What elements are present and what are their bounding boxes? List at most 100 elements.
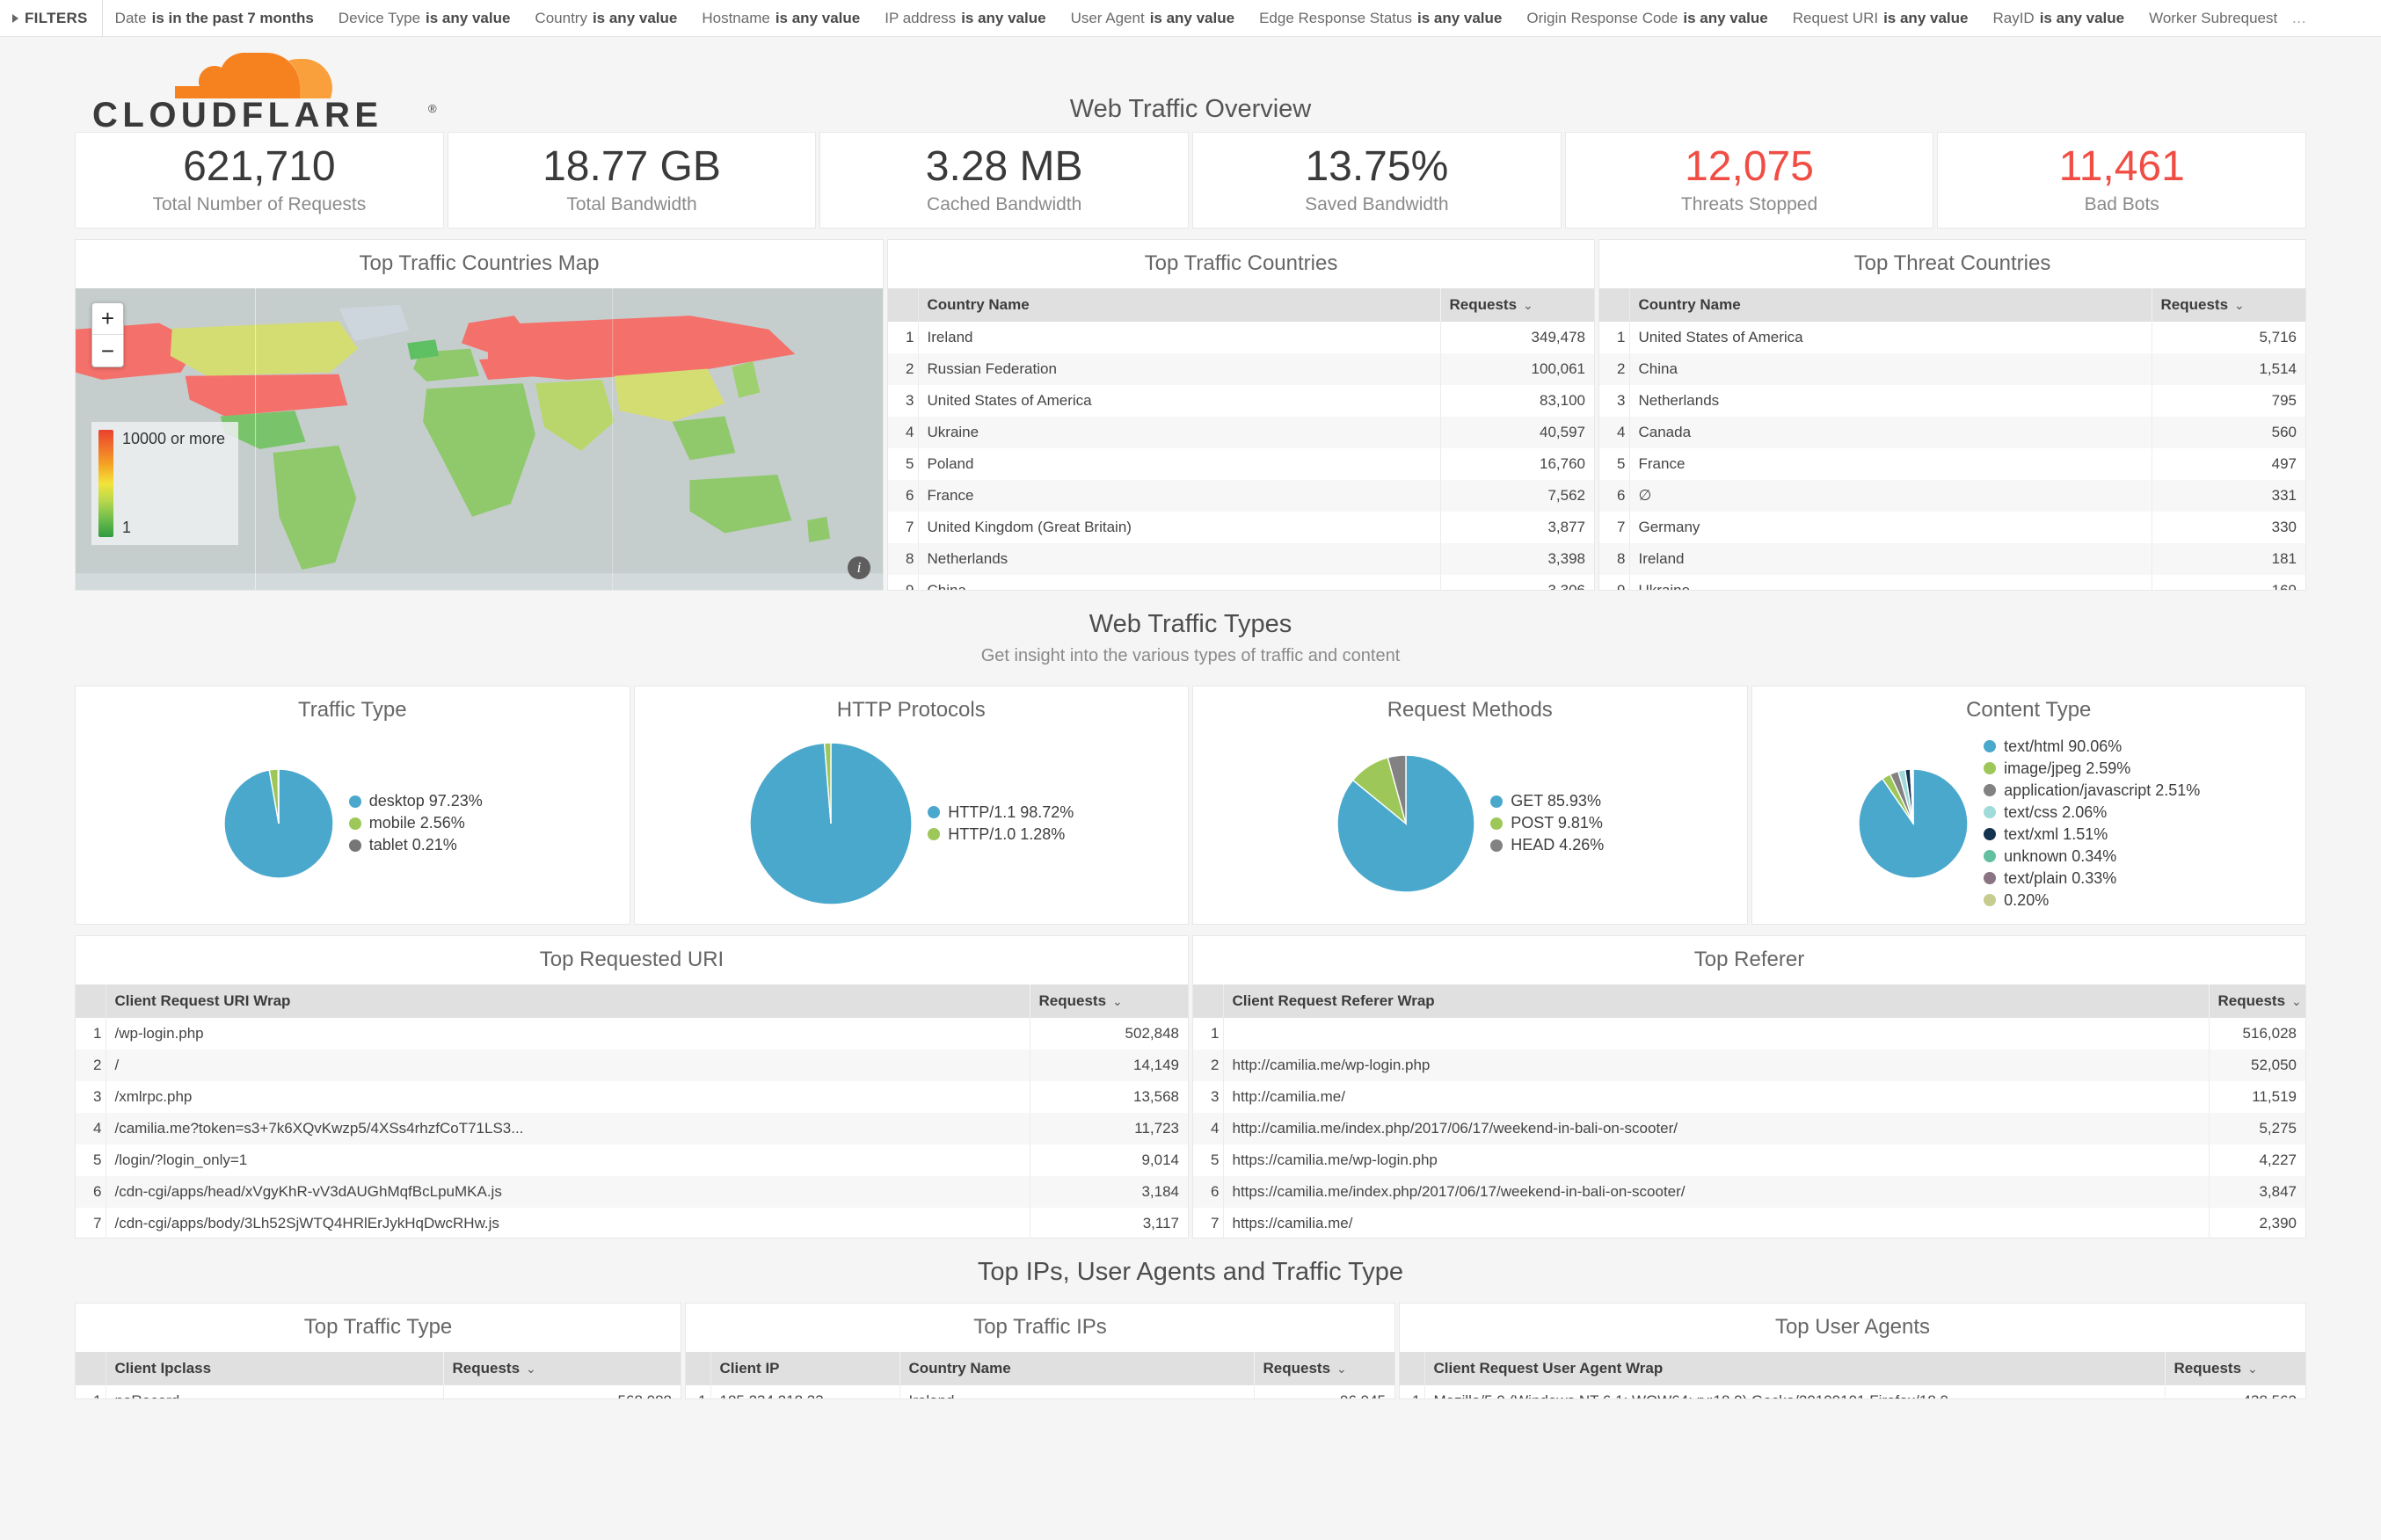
column-header-country-name[interactable]: Country Name: [1629, 288, 2152, 322]
table-row[interactable]: 8 Netherlands 3,398: [888, 543, 1594, 575]
legend-item[interactable]: 0.20%: [1984, 891, 2200, 910]
table-row[interactable]: 6/cdn-cgi/apps/head/xVgyKhR-vV3dAUGhMqfB…: [76, 1176, 1188, 1208]
column-header-requests[interactable]: Requests ⌄: [2209, 984, 2305, 1018]
column-header-country-name[interactable]: Country Name: [899, 1352, 1255, 1385]
legend-item[interactable]: image/jpeg 2.59%: [1984, 759, 2200, 778]
column-header-requests[interactable]: Requests ⌄: [2152, 288, 2305, 322]
table-row[interactable]: 7/cdn-cgi/apps/body/3Lh52SjWTQ4HRlErJykH…: [76, 1208, 1188, 1238]
pie-slice[interactable]: [1387, 753, 1407, 824]
kpi-card-cached-bandwidth[interactable]: 3.28 MB Cached Bandwidth: [819, 132, 1190, 229]
filter-chip-request-uri[interactable]: Request URI is any value: [1780, 0, 1981, 36]
map-info-icon[interactable]: i: [848, 556, 870, 579]
table-row[interactable]: 5 Poland 16,760: [888, 448, 1594, 480]
filter-chip-date[interactable]: Date is in the past 7 months: [103, 0, 326, 36]
kpi-card-saved-bandwidth[interactable]: 13.75% Saved Bandwidth: [1192, 132, 1562, 229]
table-row[interactable]: 1 Ireland 349,478: [888, 322, 1594, 353]
table-row[interactable]: 2 China 1,514: [1599, 353, 2305, 385]
table-row[interactable]: 5 https://camilia.me/wp-login.php 4,227: [1193, 1144, 2305, 1176]
column-header-requests[interactable]: Requests ⌄: [443, 1352, 681, 1385]
filter-chip-ip-address[interactable]: IP address is any value: [872, 0, 1058, 36]
top-threat-countries-table-scroll[interactable]: Country Name Requests ⌄ 1 United States of…: [1599, 288, 2305, 590]
legend-item[interactable]: text/css 2.06%: [1984, 803, 2200, 822]
table-row[interactable]: 9Ukraine169: [1599, 575, 2305, 590]
table-row[interactable]: 1noRecord568,088: [76, 1385, 681, 1398]
map-zoom-in-button[interactable]: +: [92, 303, 123, 335]
filter-chip-edge-response-status[interactable]: Edge Response Status is any value: [1247, 0, 1514, 36]
filter-chip-rayid[interactable]: RayID is any value: [1980, 0, 2137, 36]
legend-item[interactable]: desktop 97.23%: [348, 792, 483, 810]
filter-chip-user-agent[interactable]: User Agent is any value: [1059, 0, 1248, 36]
kpi-card-bad-bots[interactable]: 11,461 Bad Bots: [1937, 132, 2307, 229]
table-row[interactable]: 5 France 497: [1599, 448, 2305, 480]
table-row[interactable]: 2 http://camilia.me/wp-login.php 52,050: [1193, 1050, 2305, 1081]
table-row[interactable]: 9China3,306: [888, 575, 1594, 590]
column-header-requests[interactable]: Requests ⌄: [1030, 984, 1188, 1018]
table-row[interactable]: 2 Russian Federation 100,061: [888, 353, 1594, 385]
table-row[interactable]: 1185.234.218.33Ireland96,945: [686, 1385, 1394, 1398]
kpi-card-total-number-of-requests[interactable]: 621,710 Total Number of Requests: [75, 132, 444, 229]
table-row[interactable]: 1 United States of America 5,716: [1599, 322, 2305, 353]
filter-chip-worker-subrequest[interactable]: Worker Subrequest: [2137, 0, 2290, 36]
table-row[interactable]: 7 United Kingdom (Great Britain) 3,877: [888, 512, 1594, 543]
kpi-card-threats-stopped[interactable]: 12,075 Threats Stopped: [1564, 132, 1934, 229]
table-row[interactable]: 2/ 14,149: [76, 1050, 1188, 1081]
top-traffic-countries-table-scroll[interactable]: Country Name Requests ⌄ 1 Ireland 349,478 2 R…: [888, 288, 1594, 590]
filter-overflow-ellipsis[interactable]: …: [2291, 9, 2307, 26]
pie-slice[interactable]: [1911, 767, 1914, 824]
filter-chip-country[interactable]: Country is any value: [522, 0, 689, 36]
legend-item[interactable]: text/xml 1.51%: [1984, 825, 2200, 844]
table-row[interactable]: 7 Germany 330: [1599, 512, 2305, 543]
filter-chip-device-type[interactable]: Device Type is any value: [326, 0, 523, 36]
kpi-card-total-bandwidth[interactable]: 18.77 GB Total Bandwidth: [447, 132, 817, 229]
pie-slice[interactable]: [277, 767, 280, 824]
column-header-requests[interactable]: Requests ⌄: [1254, 1352, 1394, 1385]
legend-item[interactable]: HTTP/1.0 1.28%: [928, 825, 1074, 844]
table-row[interactable]: 3 Netherlands 795: [1599, 385, 2305, 417]
table-row[interactable]: 4 Ukraine 40,597: [888, 417, 1594, 448]
table-row[interactable]: 4 http://camilia.me/index.php/2017/06/17/…: [1193, 1113, 2305, 1144]
pie-chart-graphic[interactable]: [748, 741, 914, 906]
legend-item[interactable]: unknown 0.34%: [1984, 847, 2200, 866]
column-header-requests[interactable]: Requests ⌄: [1440, 288, 1594, 322]
column-header-requests[interactable]: Requests ⌄: [2165, 1352, 2305, 1385]
legend-item[interactable]: HEAD 4.26%: [1490, 836, 1604, 854]
table-row[interactable]: 1/wp-login.php 502,848: [76, 1018, 1188, 1050]
table-row[interactable]: 7 https://camilia.me/2,390: [1193, 1208, 2305, 1238]
map-zoom-controls[interactable]: + −: [91, 302, 124, 367]
table-row[interactable]: 8 Ireland 181: [1599, 543, 2305, 575]
legend-item[interactable]: mobile 2.56%: [348, 814, 483, 832]
legend-item[interactable]: application/javascript 2.51%: [1984, 781, 2200, 800]
pie-chart-graphic[interactable]: [222, 767, 335, 880]
legend-item[interactable]: text/html 90.06%: [1984, 737, 2200, 756]
table-row[interactable]: 1Mozilla/5.0 (Windows NT 6.1; WOW64; rv:…: [1400, 1385, 2305, 1398]
pie-chart-graphic[interactable]: [1336, 753, 1476, 894]
table-row[interactable]: 5/login/?login_only=1 9,014: [76, 1144, 1188, 1176]
top-referer-table-scroll[interactable]: Client Request Referer Wrap Requests ⌄ 1 5…: [1193, 984, 2305, 1238]
table-row[interactable]: 3 http://camilia.me/11,519: [1193, 1081, 2305, 1113]
top-requested-uri-table-scroll[interactable]: Client Request URI Wrap Requests ⌄ 1/wp-l…: [76, 984, 1188, 1238]
table-row[interactable]: 3/xmlrpc.php 13,568: [76, 1081, 1188, 1113]
table-row[interactable]: 4 Canada 560: [1599, 417, 2305, 448]
legend-item[interactable]: GET 85.93%: [1490, 792, 1604, 810]
table-row[interactable]: 6 https://camilia.me/index.php/2017/06/17…: [1193, 1176, 2305, 1208]
table-row[interactable]: 3 United States of America 83,100: [888, 385, 1594, 417]
column-header-client-ip[interactable]: Client IP: [710, 1352, 900, 1385]
legend-item[interactable]: POST 9.81%: [1490, 814, 1604, 832]
filter-chip-origin-response-code[interactable]: Origin Response Code is any value: [1514, 0, 1780, 36]
column-header-referer[interactable]: Client Request Referer Wrap: [1223, 984, 2210, 1018]
legend-item[interactable]: text/plain 0.33%: [1984, 869, 2200, 888]
column-header-country-name[interactable]: Country Name: [918, 288, 1441, 322]
legend-item[interactable]: tablet 0.21%: [348, 836, 483, 854]
column-header-ipclass[interactable]: Client Ipclass: [106, 1352, 444, 1385]
pie-chart-graphic[interactable]: [1857, 767, 1970, 880]
column-header-user-agent[interactable]: Client Request User Agent Wrap: [1424, 1352, 2166, 1385]
filters-toggle[interactable]: FILTERS: [12, 0, 103, 36]
legend-item[interactable]: HTTP/1.1 98.72%: [928, 803, 1074, 822]
map-zoom-out-button[interactable]: −: [100, 337, 115, 364]
filter-chip-hostname[interactable]: Hostname is any value: [689, 0, 872, 36]
table-row[interactable]: 1 516,028: [1193, 1018, 2305, 1050]
pie-slice[interactable]: [824, 741, 832, 824]
table-row[interactable]: 6 ∅ 331: [1599, 480, 2305, 512]
column-header-uri[interactable]: Client Request URI Wrap: [106, 984, 1030, 1018]
table-row[interactable]: 6 France 7,562: [888, 480, 1594, 512]
